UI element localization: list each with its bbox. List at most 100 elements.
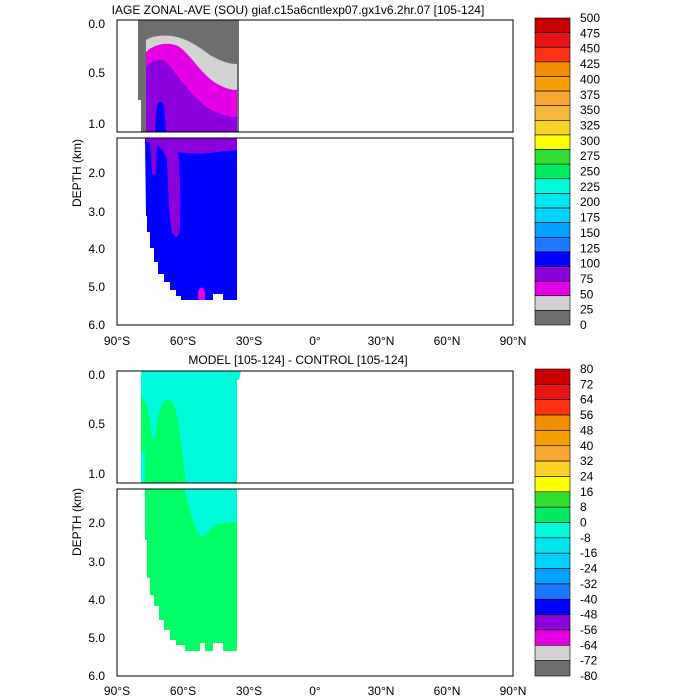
colorbar-label: -24 — [580, 562, 598, 576]
x-tick-label: 90°N — [500, 684, 527, 698]
panel1-upper-fill — [138, 20, 239, 133]
y-tick-label: 6.0 — [88, 318, 105, 332]
colorbar-swatch — [534, 368, 571, 385]
panel-iage: IAGE ZONAL-AVE (SOU) giaf.c15a6cntlexp07… — [70, 3, 600, 348]
colorbar-label: 300 — [580, 134, 600, 148]
colorbar-swatch — [534, 506, 571, 523]
y-tick-label: 0.0 — [88, 17, 105, 31]
colorbar-label: 80 — [580, 362, 594, 376]
colorbar-label: 50 — [580, 287, 594, 301]
colorbar-label: 125 — [580, 241, 600, 255]
y-tick-label: 5.0 — [88, 280, 105, 294]
x-tick-label: 30°N — [368, 334, 395, 348]
colorbar-swatch — [534, 134, 571, 150]
blue-core-upper — [155, 101, 166, 132]
x-tick-label: 90°N — [500, 334, 527, 348]
colorbar-swatch — [534, 163, 571, 180]
panel2-lower-frame — [116, 488, 514, 677]
panel2-upper-fill — [141, 371, 241, 483]
x-tick-label: 60°S — [170, 334, 196, 348]
colorbar-swatch — [534, 32, 571, 48]
x-tick-label: 60°S — [170, 684, 196, 698]
y-tick-label: 4.0 — [88, 242, 105, 256]
colorbar-label: 200 — [580, 195, 600, 209]
colorbar-label: -40 — [580, 592, 598, 606]
colorbar-label: 0 — [580, 516, 587, 530]
x-tick-label: 0° — [309, 684, 321, 698]
colorbar-label: 64 — [580, 393, 594, 407]
colorbar-label: 16 — [580, 485, 594, 499]
x-tick-label: 30°N — [368, 684, 395, 698]
y-tick-label: 0.0 — [88, 368, 105, 382]
colorbar-label: 0 — [580, 318, 587, 332]
colorbar-label: 425 — [580, 57, 600, 71]
magenta-bottom-patch — [198, 287, 205, 300]
colorbar-label: 500 — [580, 11, 600, 25]
colorbar-swatch — [534, 476, 571, 493]
colorbar-swatch — [534, 310, 571, 326]
colorbar-swatch — [534, 120, 571, 136]
x-tick-label: 60°N — [434, 684, 461, 698]
y-tick-label: 1.0 — [88, 467, 105, 481]
colorbar-swatch — [534, 207, 571, 223]
purple-plume — [146, 138, 237, 237]
colorbar-label: 450 — [580, 42, 600, 56]
colorbar-label: -56 — [580, 623, 598, 637]
x-tick-label: 30°S — [236, 334, 262, 348]
colorbar-swatch — [534, 222, 571, 238]
colorbar-label: 75 — [580, 272, 594, 286]
colorbar-label: 475 — [580, 26, 600, 40]
y-tick-label: 0.5 — [88, 417, 105, 431]
colorbar-swatch — [534, 445, 571, 462]
colorbar-swatch — [534, 614, 571, 631]
colorbar-swatch — [534, 178, 571, 194]
colorbar-label: 32 — [580, 454, 594, 468]
panel2-ylabel: DEPTH (km) — [70, 488, 84, 556]
colorbar-swatch — [534, 46, 571, 63]
panel2-title: MODEL [105-124] - CONTROL [105-124] — [188, 353, 407, 367]
colorbar-swatch — [534, 537, 571, 554]
colorbar-label: 225 — [580, 180, 600, 194]
colorbar-label: 8 — [580, 500, 587, 514]
y-tick-label: 2.0 — [88, 166, 105, 180]
colorbar-label: 350 — [580, 103, 600, 117]
edge-strip — [138, 20, 143, 100]
colorbar-label: -48 — [580, 608, 598, 622]
green-region-lower — [145, 489, 237, 651]
purple-region — [146, 59, 237, 133]
colorbar-label: 72 — [580, 377, 594, 391]
colorbar-label: -16 — [580, 546, 598, 560]
colorbar-swatch — [534, 149, 571, 165]
x-tick-label: 30°S — [236, 684, 262, 698]
colorbar-swatch — [534, 660, 571, 677]
colorbar-swatch — [534, 552, 571, 569]
colorbar-label: 325 — [580, 118, 600, 132]
colorbar-label: 150 — [580, 226, 600, 240]
panel2-colorbar: 80726456484032241680-8-16-24-32-40-48-56… — [534, 362, 598, 683]
colorbar-swatch — [534, 522, 571, 539]
colorbar-label: 275 — [580, 149, 600, 163]
colorbar-swatch — [534, 491, 571, 508]
colorbar-label: -80 — [580, 669, 598, 683]
colorbar-label: -32 — [580, 577, 598, 591]
panel2-upper-frame — [116, 370, 514, 484]
colorbar-swatch — [534, 61, 571, 77]
colorbar-swatch — [534, 583, 571, 600]
panel-difference: MODEL [105-124] - CONTROL [105-124] 0.0 … — [70, 353, 598, 698]
panel1-colorbar: 5004754504254003753503253002752502252001… — [534, 11, 600, 332]
colorbar-label: 375 — [580, 88, 600, 102]
colorbar-swatch — [534, 76, 571, 92]
colorbar-label: 40 — [580, 439, 594, 453]
colorbar-swatch — [534, 399, 571, 416]
y-tick-label: 2.0 — [88, 516, 105, 530]
colorbar-label: 24 — [580, 469, 594, 483]
colorbar-label: 100 — [580, 257, 600, 271]
colorbar-swatch — [534, 414, 571, 431]
blue-region — [145, 138, 237, 300]
colorbar-label: -8 — [580, 531, 591, 545]
x-tick-label: 60°N — [434, 334, 461, 348]
colorbar-swatch — [534, 193, 571, 209]
colorbar-label: 56 — [580, 408, 594, 422]
colorbar-label: 175 — [580, 211, 600, 225]
